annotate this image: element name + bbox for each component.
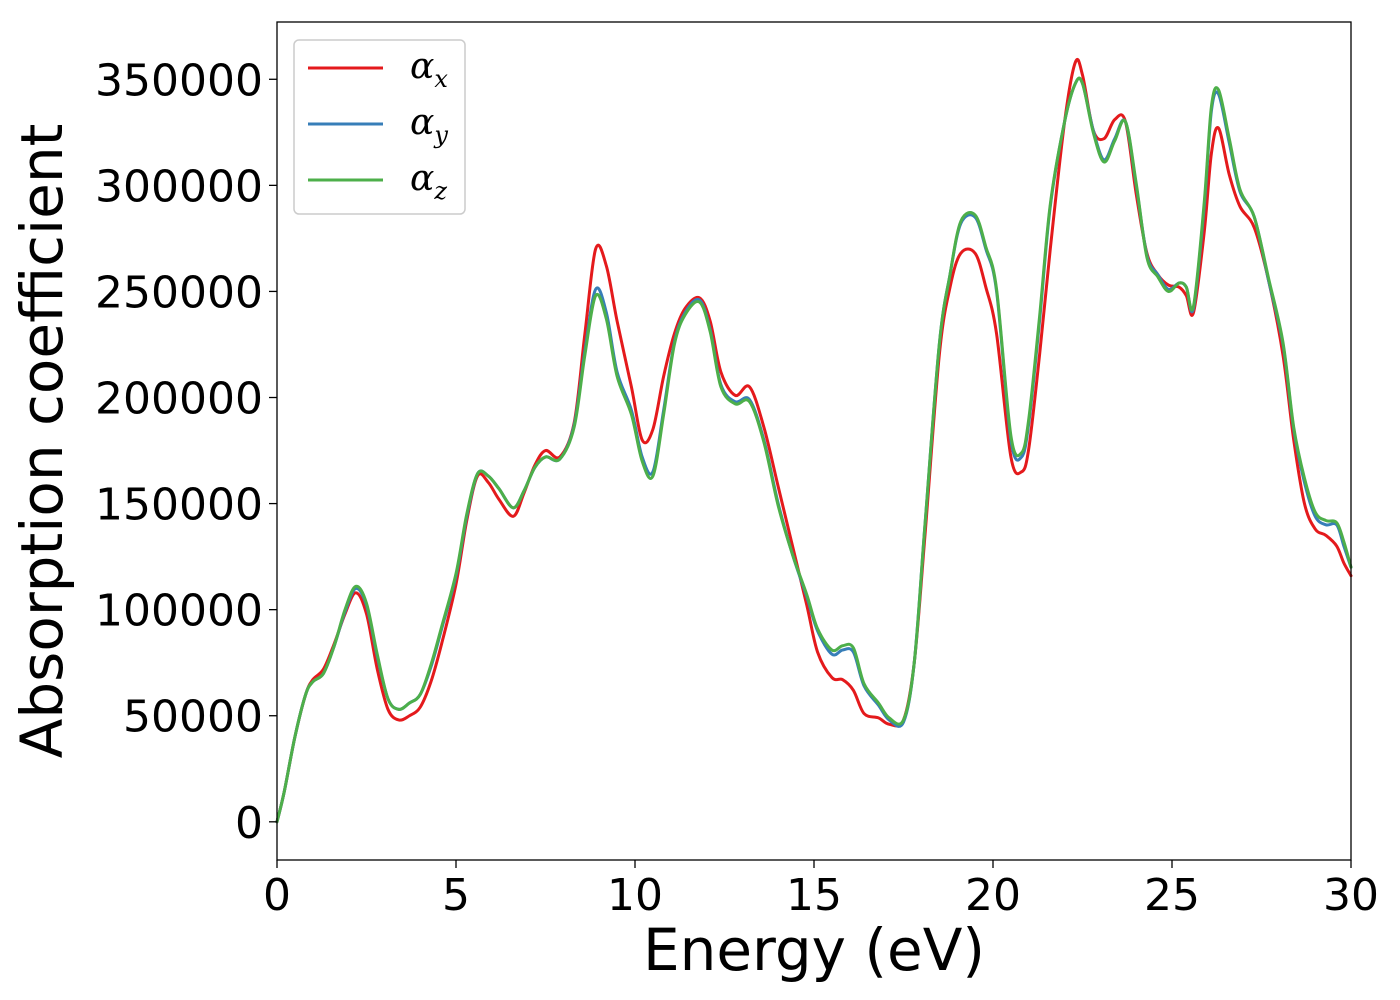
legend-box — [293, 39, 466, 215]
series-layer — [275, 57, 1353, 824]
y-axis-ticks: 0 50000 100000 150000 200000 250000 300000 3500… — [95, 55, 277, 849]
series-line-3 — [275, 76, 1353, 824]
y-tick-label: 100000 — [95, 586, 263, 637]
y-tick-label: 50000 — [123, 692, 263, 743]
y-tick-label: 200000 — [95, 374, 263, 425]
x-tick-label: 20 — [965, 870, 1021, 921]
legend-label-2: αy — [410, 102, 448, 149]
x-tick-label: 25 — [1144, 870, 1200, 921]
y-axis-label: Absorption coefficient — [8, 124, 76, 759]
legend-label-1: αx — [410, 46, 448, 93]
x-axis-label: Energy (eV) — [643, 916, 985, 984]
x-tick-label: 15 — [786, 870, 842, 921]
x-axis-ticks: 0 5 10 15 20 25 30 — [263, 860, 1379, 921]
x-tick-label: 0 — [263, 870, 291, 921]
y-tick-label: 350000 — [95, 55, 263, 106]
y-tick-label: 250000 — [95, 267, 263, 318]
legend: αx αy αz — [293, 39, 466, 215]
y-tick-label: 150000 — [95, 480, 263, 531]
y-tick-label: 300000 — [95, 161, 263, 212]
x-tick-label: 10 — [607, 870, 663, 921]
series-line-1 — [275, 57, 1353, 824]
y-tick-label: 0 — [235, 798, 263, 849]
x-tick-label: 5 — [442, 870, 470, 921]
legend-label-3: αz — [410, 158, 447, 205]
x-tick-label: 30 — [1323, 870, 1379, 921]
